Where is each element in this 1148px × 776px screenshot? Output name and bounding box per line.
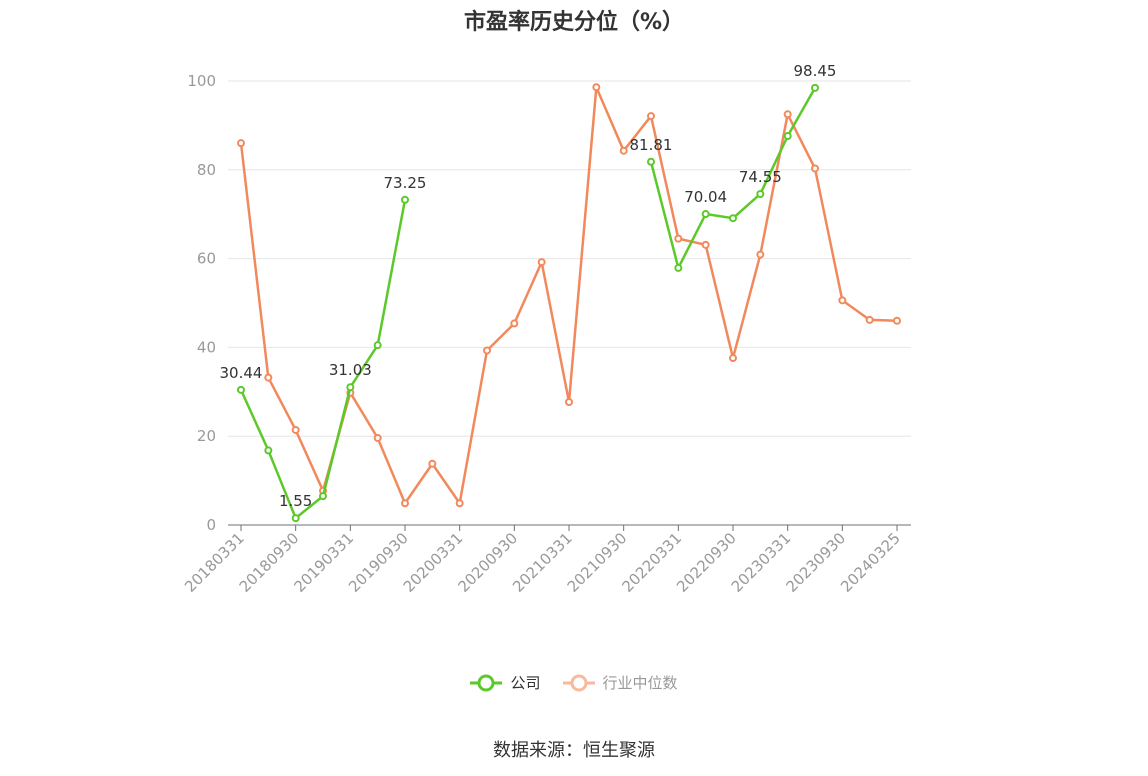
- data-point: [838, 296, 847, 305]
- series-line: [239, 85, 898, 505]
- y-tick-label: 60: [197, 250, 216, 268]
- data-point: [319, 492, 327, 501]
- data-point: [592, 83, 601, 92]
- data-point: [373, 433, 382, 442]
- legend-industry-icon: [562, 674, 595, 691]
- data-label: 98.45: [794, 62, 837, 80]
- data-point: [510, 319, 519, 328]
- data-point: [291, 425, 300, 434]
- grid-lines: [228, 80, 911, 437]
- data-point: [455, 499, 464, 508]
- data-source: 数据来源：恒生聚源: [493, 740, 655, 761]
- legend-label-company: 公司: [510, 674, 541, 692]
- data-point: [483, 346, 491, 355]
- data-point: [729, 214, 737, 223]
- data-label: 70.04: [684, 188, 727, 206]
- y-tick-label: 20: [197, 427, 216, 445]
- data-point: [783, 110, 792, 119]
- data-point: [811, 164, 819, 173]
- legend-label-industry: 行业中位数: [602, 674, 678, 692]
- data-point: [756, 189, 765, 198]
- data-point: [346, 383, 355, 392]
- data-labels: 30.44 1.55 31.03 73.25 81.81 70.04 74.55 98.45: [220, 62, 837, 510]
- data-point: [428, 459, 437, 468]
- data-point: [237, 139, 245, 148]
- data-point: [647, 157, 655, 166]
- data-point: [373, 341, 382, 350]
- data-point: [619, 146, 628, 155]
- data-point: [401, 195, 409, 204]
- series: [237, 83, 901, 523]
- legend-item-company[interactable]: 公司: [470, 672, 541, 693]
- data-point: [647, 112, 655, 121]
- legend: 公司 行业中位数: [0, 672, 1148, 693]
- data-point: [729, 354, 737, 363]
- data-point: [783, 132, 792, 141]
- x-tick-label: 20240325: [837, 529, 904, 596]
- data-point: [893, 316, 901, 325]
- data-point: [865, 315, 874, 324]
- data-label: 81.81: [630, 136, 673, 154]
- data-label: 30.44: [220, 364, 263, 382]
- data-point: [237, 385, 245, 394]
- y-tick-label: 0: [206, 516, 216, 534]
- data-point: [701, 240, 710, 249]
- data-point: [537, 258, 546, 267]
- y-tick-label: 80: [197, 161, 216, 179]
- legend-item-industry[interactable]: 行业中位数: [562, 672, 678, 693]
- data-point: [264, 446, 273, 455]
- chart-title: 市盈率历史分位（%）: [463, 10, 685, 35]
- line-chart: 0204060801002018033120180930201903312019…: [181, 62, 911, 596]
- series-company: [237, 83, 819, 523]
- data-point: [264, 373, 273, 382]
- y-tick-label: 40: [197, 338, 216, 356]
- data-point: [674, 263, 683, 272]
- data-point: [291, 514, 300, 523]
- series-industry: [237, 83, 901, 508]
- data-label: 1.55: [279, 492, 312, 510]
- y-tick-label: 100: [187, 72, 216, 90]
- data-point: [565, 398, 573, 407]
- data-point: [401, 499, 409, 508]
- data-label: 74.55: [739, 168, 782, 186]
- data-point: [756, 250, 765, 259]
- axes: 0204060801002018033120180930201903312019…: [181, 72, 911, 596]
- data-point: [701, 210, 710, 219]
- data-label: 73.25: [384, 174, 427, 192]
- data-point: [811, 83, 819, 92]
- data-label: 31.03: [329, 361, 372, 379]
- legend-company-icon: [470, 674, 503, 691]
- data-point: [674, 234, 683, 243]
